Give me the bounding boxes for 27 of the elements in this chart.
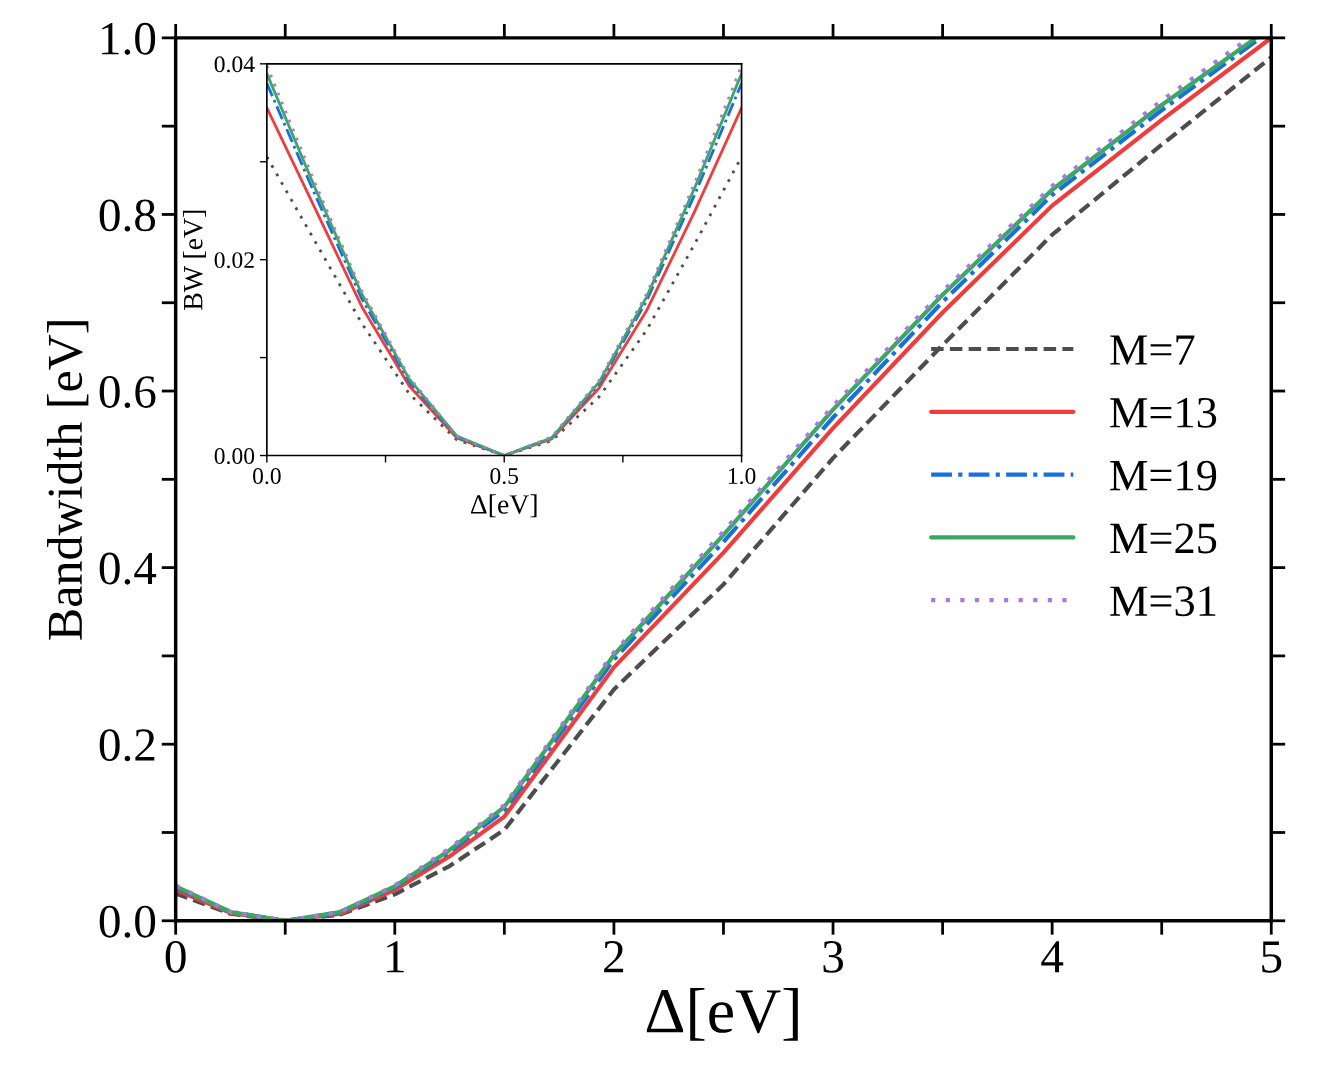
x-tick-label: 5 <box>1262 941 1282 973</box>
y-tick-label: 0.04 <box>214 56 255 73</box>
y-tick-label: 0.6 <box>99 376 156 409</box>
x-tick-label: 1 <box>387 941 404 973</box>
y-tick-label: 0.00 <box>214 448 255 465</box>
x-tick-label: 0.0 <box>253 468 281 485</box>
y-tick-label: 0.0 <box>99 905 156 938</box>
legend-label: M=25 <box>1110 523 1217 554</box>
x-axis-title: Δ[eV] <box>470 494 537 518</box>
x-tick-label: 4 <box>1041 941 1064 973</box>
x-tick-label: 2 <box>604 941 624 973</box>
x-tick-label: 0 <box>165 940 186 973</box>
legend-label: M=7 <box>1110 335 1195 365</box>
y-tick-label: 0.4 <box>99 552 157 585</box>
x-tick-label: 1.0 <box>728 468 756 485</box>
x-axis-title: Δ[eV] <box>646 987 798 1041</box>
legend-label: M=31 <box>1110 586 1216 617</box>
y-tick-label: 0.2 <box>99 729 155 762</box>
legend-label: M=19 <box>1110 460 1217 491</box>
x-tick-label: 0.5 <box>490 468 519 485</box>
y-tick-label: 0.02 <box>214 252 254 269</box>
y-axis-title: Bandwidth [eV] <box>46 321 89 640</box>
y-tick-label: 1.0 <box>102 22 156 55</box>
y-tick-label: 0.8 <box>99 199 156 232</box>
y-axis-title: BW [eV] <box>182 210 206 310</box>
legend-label: M=13 <box>1110 397 1217 428</box>
x-tick-label: 3 <box>823 941 843 973</box>
